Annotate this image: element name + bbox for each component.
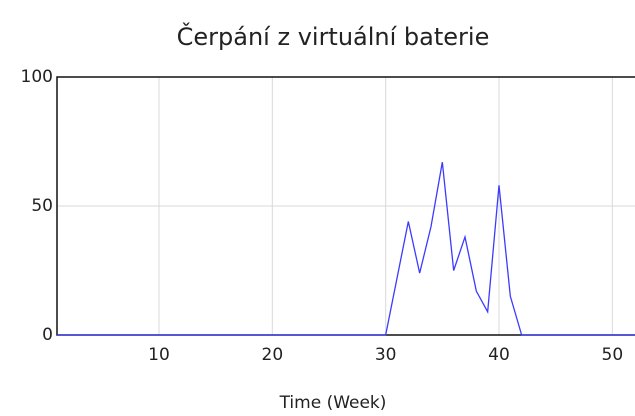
x-tick-label: 30 bbox=[375, 345, 397, 365]
y-tick-label: 0 bbox=[42, 325, 53, 345]
x-axis-label: Time (Week) bbox=[279, 393, 387, 413]
y-tick-label: 50 bbox=[31, 196, 53, 216]
chart-title: Čerpání z virtuální baterie bbox=[177, 21, 490, 51]
x-tick-label: 40 bbox=[488, 345, 510, 365]
data-line bbox=[57, 162, 635, 336]
x-tick-label: 20 bbox=[262, 345, 284, 365]
x-tick-label: 10 bbox=[148, 345, 170, 365]
y-tick-label: 100 bbox=[21, 67, 53, 87]
x-tick-label: 50 bbox=[602, 345, 624, 365]
